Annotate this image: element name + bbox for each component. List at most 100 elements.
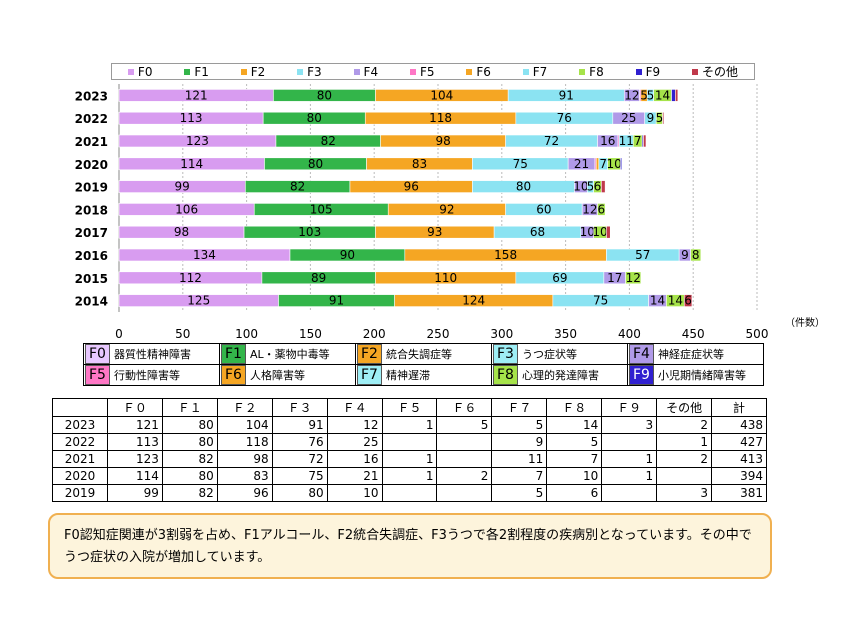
value-cell: 91 [271, 416, 328, 434]
value-cell [436, 484, 493, 502]
data-label: 98 [435, 134, 450, 148]
code-badge: F2 [357, 344, 382, 364]
code-cell: F6 人格障害等 [219, 364, 356, 386]
legend-item: F9 [635, 65, 660, 79]
column-header: 計 [711, 398, 767, 417]
y-category-label: 2022 [75, 112, 108, 126]
bar-segment [643, 134, 647, 148]
code-label: 心理的発達障害 [521, 369, 599, 382]
data-label: 106 [175, 202, 198, 216]
table-row: 2023 121 80 104 91 12 1 5 5 14 3 2 438 [52, 416, 767, 434]
y-category-label: 2017 [75, 226, 108, 240]
code-badge: F5 [85, 365, 110, 385]
x-tick-label: 200 [363, 327, 386, 340]
data-label: 6 [684, 294, 692, 308]
data-label: 14 [650, 294, 665, 308]
value-cell: 1 [656, 433, 713, 451]
table-row: 2020 114 80 83 75 21 1 2 7 10 1 394 [52, 467, 767, 485]
value-cell [381, 433, 438, 451]
value-cell [381, 484, 438, 502]
code-cell: F2 統合失調症等 [355, 343, 492, 365]
y-category-label: 2018 [75, 203, 108, 217]
value-cell: 2 [656, 450, 713, 468]
y-category-label: 2020 [75, 158, 108, 172]
value-cell: 394 [711, 467, 767, 485]
code-badge: F6 [221, 365, 246, 385]
table-row: 2022 113 80 118 76 25 9 5 1 427 [52, 433, 767, 451]
column-header: Ｆ３ [271, 398, 328, 417]
data-label: 112 [179, 271, 202, 285]
code-label: 行動性障害等 [113, 369, 180, 382]
data-label: 121 [185, 88, 208, 102]
value-cell [436, 450, 493, 468]
bar-segment [625, 271, 642, 285]
value-cell: 427 [711, 433, 767, 451]
value-cell: 11 [491, 450, 548, 468]
y-category-label: 2019 [75, 181, 108, 195]
value-cell: 1 [381, 467, 438, 485]
year-cell: 2020 [52, 467, 108, 485]
data-label: 17 [607, 271, 622, 285]
data-label: 9 [647, 111, 655, 125]
column-header: Ｆ１ [161, 398, 218, 417]
legend-swatch [466, 68, 473, 75]
data-label: 90 [340, 248, 355, 262]
data-label: 8 [692, 248, 700, 262]
value-cell: 3 [601, 416, 658, 434]
code-row: F5 行動性障害等 F6 人格障害等 F7 精神遅滞 F8 心理的発達障害 F9 小児期情緒障害等 [83, 364, 764, 386]
data-label: 125 [187, 294, 210, 308]
legend-swatch [184, 68, 191, 75]
bar-segment [675, 89, 679, 102]
legend-label: F5 [419, 64, 435, 79]
data-label: 5 [640, 88, 648, 102]
value-cell: 2 [436, 467, 493, 485]
diagnosis-code-table: F0 器質性精神障害 F1 AL・薬物中毒等 F2 統合失調症等 F3 うつ症状等 F4 神経症症… [83, 343, 764, 386]
legend-label: その他 [701, 65, 738, 79]
column-header: Ｆ５ [381, 398, 438, 417]
x-tick-label: 150 [299, 327, 322, 340]
column-header: Ｆ６ [436, 398, 493, 417]
data-label: 105 [310, 202, 333, 216]
legend-item: F7 [522, 65, 547, 79]
legend-swatch [579, 68, 586, 75]
value-cell: 82 [161, 450, 218, 468]
data-label: 118 [429, 111, 452, 125]
data-label: 104 [430, 88, 453, 102]
data-label: 134 [193, 248, 216, 262]
value-cell: 10 [546, 467, 603, 485]
code-cell: F9 小児期情緒障害等 [627, 364, 764, 386]
value-cell: 10 [326, 484, 383, 502]
code-badge: F3 [493, 344, 518, 364]
bar-segment [597, 203, 606, 216]
legend-label: F2 [250, 64, 266, 79]
data-label: 14 [655, 88, 670, 102]
value-cell [601, 433, 658, 451]
code-label: 統合失調症等 [385, 348, 452, 361]
bar-chart: 0 50 100 150 200 250 300 350 400 450 500 （件数） 2023 12… [75, 84, 825, 340]
value-cell: 114 [106, 467, 163, 485]
data-label: 12 [624, 88, 639, 102]
code-cell: F3 うつ症状等 [491, 343, 628, 365]
value-cell: 3 [656, 484, 713, 502]
data-label: 9 [681, 248, 689, 262]
data-label: 80 [317, 88, 332, 102]
value-cell: 7 [491, 467, 548, 485]
data-label: 80 [516, 180, 531, 194]
value-cell: 1 [601, 450, 658, 468]
code-label: 器質性精神障害 [113, 348, 191, 361]
x-tick-label: 250 [427, 327, 450, 340]
value-cell: 113 [106, 433, 163, 451]
value-cell: 75 [271, 467, 328, 485]
code-cell: F0 器質性精神障害 [83, 343, 220, 365]
value-cell: 80 [161, 416, 218, 434]
legend-swatch [297, 68, 304, 75]
value-cell: 1 [381, 450, 438, 468]
value-cell: 96 [216, 484, 273, 502]
data-label: 10 [592, 225, 607, 239]
table-row: 2021 123 82 98 72 16 1 11 7 1 2 413 [52, 450, 767, 468]
legend-item: F5 [409, 64, 435, 79]
x-tick-label: 300 [490, 327, 513, 340]
table-header-row: Ｆ０ Ｆ１ Ｆ２ Ｆ３ Ｆ４ Ｆ５ Ｆ６ Ｆ７ Ｆ８ Ｆ９ その他計 [52, 398, 767, 417]
code-cell: F4 神経症症状等 [627, 343, 764, 365]
data-label: 91 [329, 294, 344, 308]
